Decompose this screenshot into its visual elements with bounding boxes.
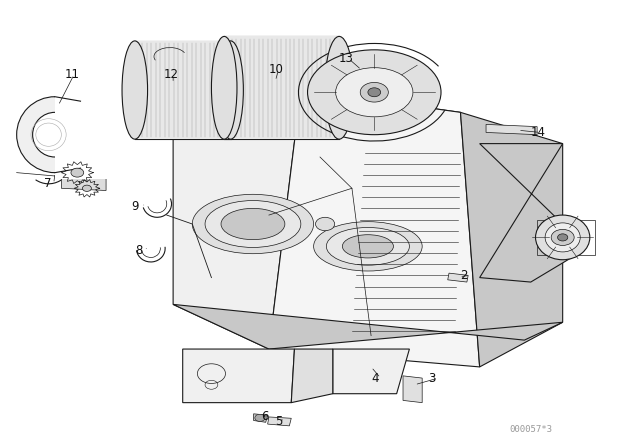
Text: 12: 12 xyxy=(164,68,179,81)
Ellipse shape xyxy=(324,36,353,139)
Text: 14: 14 xyxy=(531,126,546,139)
Text: 2: 2 xyxy=(461,269,468,282)
Text: 4: 4 xyxy=(371,371,379,384)
Text: 10: 10 xyxy=(269,64,284,77)
Polygon shape xyxy=(173,90,461,148)
Ellipse shape xyxy=(335,68,413,117)
Text: 5: 5 xyxy=(275,415,283,428)
Ellipse shape xyxy=(536,215,590,260)
Polygon shape xyxy=(403,376,422,403)
Polygon shape xyxy=(253,414,268,422)
Text: 6: 6 xyxy=(261,409,269,422)
Circle shape xyxy=(360,82,388,102)
Ellipse shape xyxy=(205,201,301,247)
Text: 7: 7 xyxy=(44,177,52,190)
Ellipse shape xyxy=(211,36,237,139)
Ellipse shape xyxy=(218,41,243,139)
Circle shape xyxy=(316,217,335,231)
Circle shape xyxy=(255,414,265,422)
Polygon shape xyxy=(291,349,333,403)
Ellipse shape xyxy=(545,223,580,252)
Ellipse shape xyxy=(308,50,441,135)
Polygon shape xyxy=(461,112,563,367)
Text: 9: 9 xyxy=(132,200,139,213)
Ellipse shape xyxy=(314,222,422,271)
Polygon shape xyxy=(135,41,230,139)
Text: 3: 3 xyxy=(429,371,436,384)
Circle shape xyxy=(83,185,92,191)
Polygon shape xyxy=(333,349,410,394)
Polygon shape xyxy=(479,144,575,282)
Ellipse shape xyxy=(122,41,148,139)
Ellipse shape xyxy=(221,208,285,240)
Polygon shape xyxy=(173,90,301,349)
Text: 8: 8 xyxy=(135,244,142,257)
Ellipse shape xyxy=(17,97,93,172)
Ellipse shape xyxy=(342,235,394,258)
Ellipse shape xyxy=(326,228,410,265)
Text: 11: 11 xyxy=(65,68,79,81)
Polygon shape xyxy=(268,417,291,426)
Polygon shape xyxy=(448,273,468,282)
Circle shape xyxy=(557,234,568,241)
Polygon shape xyxy=(55,90,119,179)
Polygon shape xyxy=(486,125,537,135)
Circle shape xyxy=(551,229,574,246)
Circle shape xyxy=(71,168,84,177)
Polygon shape xyxy=(224,36,339,139)
Circle shape xyxy=(368,88,381,97)
Polygon shape xyxy=(61,166,106,190)
Ellipse shape xyxy=(33,112,77,157)
Polygon shape xyxy=(173,304,563,349)
Text: 13: 13 xyxy=(339,52,354,65)
Ellipse shape xyxy=(192,194,314,254)
Polygon shape xyxy=(182,349,294,403)
Text: 000057*3: 000057*3 xyxy=(509,425,552,434)
Polygon shape xyxy=(269,90,479,367)
